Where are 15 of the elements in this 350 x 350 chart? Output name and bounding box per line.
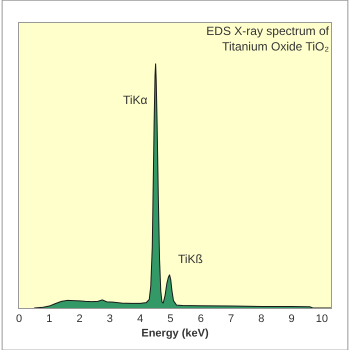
x-tick-label: 0: [16, 313, 22, 326]
x-tick-label: 2: [76, 313, 83, 326]
x-tick-label: 3: [106, 313, 113, 326]
chart-title: EDS X-ray spectrum of Titanium Oxide TiO₂: [206, 24, 330, 54]
x-tick-label: 7: [228, 313, 234, 326]
annotation: TiKα: [123, 93, 148, 107]
x-tick-label: 1: [46, 313, 52, 326]
x-tick-label: 6: [198, 313, 204, 326]
x-tick-label: 5: [167, 313, 174, 326]
x-axis-title: Energy (keV): [141, 327, 209, 340]
annotation: TiKß: [178, 252, 203, 266]
x-tick-label: 10: [316, 313, 328, 326]
x-tick-label: 9: [288, 313, 295, 326]
x-tick-label: 8: [258, 313, 264, 326]
x-tick-label: 4: [137, 313, 144, 326]
